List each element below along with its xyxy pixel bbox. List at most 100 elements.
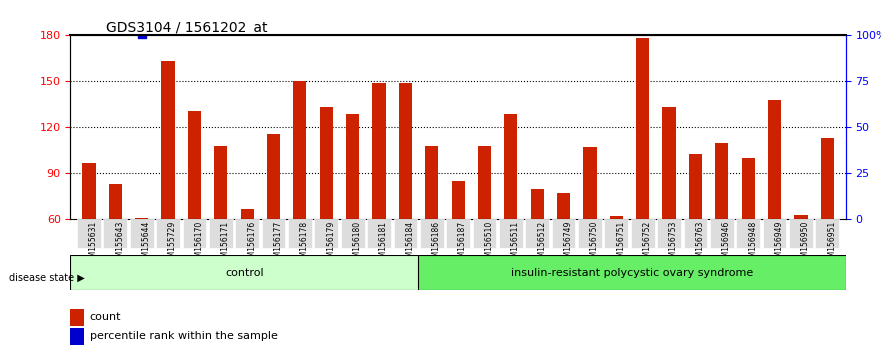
Text: GSM156749: GSM156749 <box>564 221 573 267</box>
Text: GSM156178: GSM156178 <box>300 221 309 267</box>
Bar <box>610 216 623 312</box>
FancyBboxPatch shape <box>684 219 707 248</box>
Text: GSM156180: GSM156180 <box>352 221 361 267</box>
Bar <box>426 146 439 312</box>
FancyBboxPatch shape <box>103 219 127 248</box>
Text: insulin-resistant polycystic ovary syndrome: insulin-resistant polycystic ovary syndr… <box>511 268 753 278</box>
Bar <box>346 114 359 312</box>
Point <box>583 1 597 7</box>
Text: GSM155644: GSM155644 <box>142 221 151 267</box>
FancyBboxPatch shape <box>552 219 575 248</box>
Point <box>266 14 280 20</box>
Bar <box>530 189 544 312</box>
Text: GSM156181: GSM156181 <box>379 221 388 267</box>
FancyBboxPatch shape <box>130 219 153 248</box>
Text: GSM156184: GSM156184 <box>405 221 414 267</box>
Text: GSM155643: GSM155643 <box>115 221 124 267</box>
Bar <box>214 146 227 312</box>
Bar <box>504 114 517 312</box>
FancyBboxPatch shape <box>77 219 100 248</box>
Text: GSM156948: GSM156948 <box>748 221 757 267</box>
FancyBboxPatch shape <box>657 219 681 248</box>
Bar <box>241 209 254 312</box>
Text: GSM156751: GSM156751 <box>617 221 626 267</box>
FancyBboxPatch shape <box>737 219 760 248</box>
Bar <box>399 83 412 312</box>
Text: percentile rank within the sample: percentile rank within the sample <box>90 331 278 341</box>
Text: GSM156187: GSM156187 <box>458 221 467 267</box>
Bar <box>293 81 307 312</box>
FancyBboxPatch shape <box>578 219 602 248</box>
Bar <box>689 154 702 312</box>
Bar <box>188 110 201 312</box>
Text: GSM156176: GSM156176 <box>248 221 256 267</box>
FancyBboxPatch shape <box>447 219 470 248</box>
Text: GSM156946: GSM156946 <box>722 221 731 267</box>
Text: GSM156949: GSM156949 <box>774 221 783 267</box>
Bar <box>821 138 834 312</box>
Text: GSM156177: GSM156177 <box>273 221 283 267</box>
Point <box>425 0 439 3</box>
FancyBboxPatch shape <box>182 219 206 248</box>
Bar <box>267 133 280 312</box>
Text: GSM156179: GSM156179 <box>326 221 336 267</box>
Text: GSM156510: GSM156510 <box>485 221 493 267</box>
FancyBboxPatch shape <box>710 219 734 248</box>
Bar <box>478 146 491 312</box>
Bar <box>161 62 174 312</box>
FancyBboxPatch shape <box>341 219 365 248</box>
Text: GSM156753: GSM156753 <box>669 221 678 267</box>
Point <box>741 0 755 1</box>
Point <box>135 31 149 36</box>
FancyBboxPatch shape <box>604 219 628 248</box>
Text: GSM156512: GSM156512 <box>537 221 546 267</box>
Text: control: control <box>225 268 263 278</box>
Bar <box>320 108 333 312</box>
Text: GSM156511: GSM156511 <box>511 221 520 267</box>
Point <box>557 1 571 7</box>
FancyBboxPatch shape <box>763 219 787 248</box>
FancyBboxPatch shape <box>235 219 259 248</box>
Text: GDS3104 / 1561202_at: GDS3104 / 1561202_at <box>106 21 267 35</box>
Text: GSM155729: GSM155729 <box>168 221 177 267</box>
Text: GSM155631: GSM155631 <box>89 221 98 267</box>
Text: GSM156752: GSM156752 <box>643 221 652 267</box>
FancyBboxPatch shape <box>525 219 549 248</box>
FancyBboxPatch shape <box>367 219 391 248</box>
Bar <box>135 218 148 312</box>
Point <box>108 1 122 7</box>
FancyBboxPatch shape <box>156 219 180 248</box>
Point <box>82 0 96 3</box>
Bar <box>108 184 122 312</box>
FancyBboxPatch shape <box>394 219 418 248</box>
Bar <box>557 193 570 312</box>
Text: count: count <box>90 312 122 322</box>
Text: disease state ▶: disease state ▶ <box>9 273 85 283</box>
FancyBboxPatch shape <box>262 219 285 248</box>
FancyBboxPatch shape <box>499 219 522 248</box>
Bar <box>795 215 808 312</box>
Point <box>688 0 702 1</box>
FancyBboxPatch shape <box>789 219 813 248</box>
FancyBboxPatch shape <box>209 219 233 248</box>
FancyBboxPatch shape <box>816 219 840 248</box>
Text: GSM156186: GSM156186 <box>432 221 440 267</box>
Bar <box>715 143 729 312</box>
Bar <box>70 309 85 326</box>
Bar <box>583 147 596 312</box>
Bar <box>742 158 755 312</box>
Text: GSM156170: GSM156170 <box>195 221 204 267</box>
FancyBboxPatch shape <box>420 219 444 248</box>
Point <box>794 8 808 14</box>
Bar <box>82 163 95 312</box>
FancyBboxPatch shape <box>315 219 338 248</box>
Text: GSM156750: GSM156750 <box>590 221 599 267</box>
Point <box>610 1 624 7</box>
FancyBboxPatch shape <box>631 219 655 248</box>
Bar <box>663 108 676 312</box>
Point <box>530 1 544 7</box>
Bar <box>70 328 85 345</box>
Bar <box>373 83 386 312</box>
Text: GSM156950: GSM156950 <box>801 221 810 267</box>
Text: GSM156763: GSM156763 <box>695 221 705 267</box>
